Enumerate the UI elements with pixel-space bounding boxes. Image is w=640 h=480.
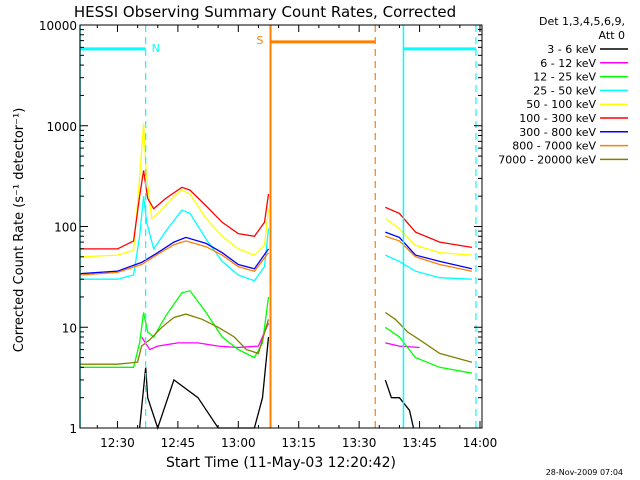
- series-line: [384, 379, 415, 429]
- x-axis-label: Start Time (11-May-03 12:20:42): [166, 455, 396, 471]
- y-tick-label: 10: [62, 321, 77, 335]
- saa-label: S: [257, 34, 264, 47]
- y-axis: 1 10 100 1000 10000: [39, 19, 482, 436]
- footer-timestamp: 28-Nov-2009 07:04: [546, 468, 623, 477]
- y-tick-label: 1000: [46, 120, 77, 134]
- series-line: [385, 235, 473, 272]
- plot-data: [79, 123, 473, 431]
- x-tick-label: 13:15: [281, 436, 316, 450]
- chart-title: HESSI Observing Summary Count Rates, Cor…: [74, 3, 456, 21]
- series-group: [79, 123, 472, 258]
- series-group: [79, 231, 473, 275]
- legend-label: 6 - 12 keV: [540, 57, 596, 70]
- series-line: [138, 336, 270, 431]
- y-tick-label: 10000: [39, 19, 77, 33]
- legend-header: Det 1,3,4,5,6,9,: [539, 15, 625, 28]
- legend-label: 50 - 100 keV: [526, 98, 596, 111]
- x-tick-label: 13:30: [342, 436, 377, 450]
- legend-label: 800 - 7000 keV: [512, 140, 596, 153]
- series-line: [385, 342, 420, 349]
- series-line: [141, 322, 270, 351]
- legend-label: 25 - 50 keV: [533, 84, 596, 97]
- series-group: [80, 290, 473, 374]
- series-group: [79, 235, 473, 276]
- series-group: [138, 336, 415, 431]
- x-tick-label: 13:45: [402, 436, 437, 450]
- x-tick-label: 14:00: [463, 436, 498, 450]
- x-tick-label: 13:00: [221, 436, 256, 450]
- legend-label: 3 - 6 keV: [547, 43, 596, 56]
- series-line: [385, 206, 473, 249]
- legend-label: 100 - 300 keV: [519, 112, 596, 125]
- series-line: [79, 236, 270, 275]
- series-line: [385, 231, 473, 270]
- series-group: [80, 311, 473, 365]
- legend-header: Att 0: [599, 29, 625, 42]
- series-line: [384, 326, 473, 374]
- series-line: [80, 196, 270, 282]
- series-line: [384, 311, 473, 363]
- series-group: [80, 170, 473, 250]
- x-tick-label: 12:30: [100, 436, 135, 450]
- series-line: [79, 240, 270, 276]
- y-axis-label: Corrected Count Rate (s⁻¹ detector⁻¹): [12, 108, 27, 353]
- y-tick-label: 100: [54, 221, 77, 235]
- series-line: [385, 254, 472, 280]
- legend-label: 12 - 25 keV: [533, 71, 596, 84]
- series-line: [80, 313, 270, 365]
- series-group: [141, 322, 420, 351]
- series-line: [79, 123, 270, 258]
- x-tick-label: 12:45: [161, 436, 196, 450]
- x-axis: 12:30 12:45 13:00 13:15 13:30 13:45 14:00: [96, 25, 498, 450]
- y-tick-label: 1: [69, 422, 77, 436]
- series-group: [80, 196, 472, 282]
- series-line: [80, 290, 270, 368]
- night-label: N: [152, 42, 160, 55]
- legend-label: 300 - 800 keV: [519, 126, 596, 139]
- series-line: [80, 170, 270, 250]
- legend-label: 7000 - 20000 keV: [498, 153, 596, 166]
- series-line: [384, 217, 472, 256]
